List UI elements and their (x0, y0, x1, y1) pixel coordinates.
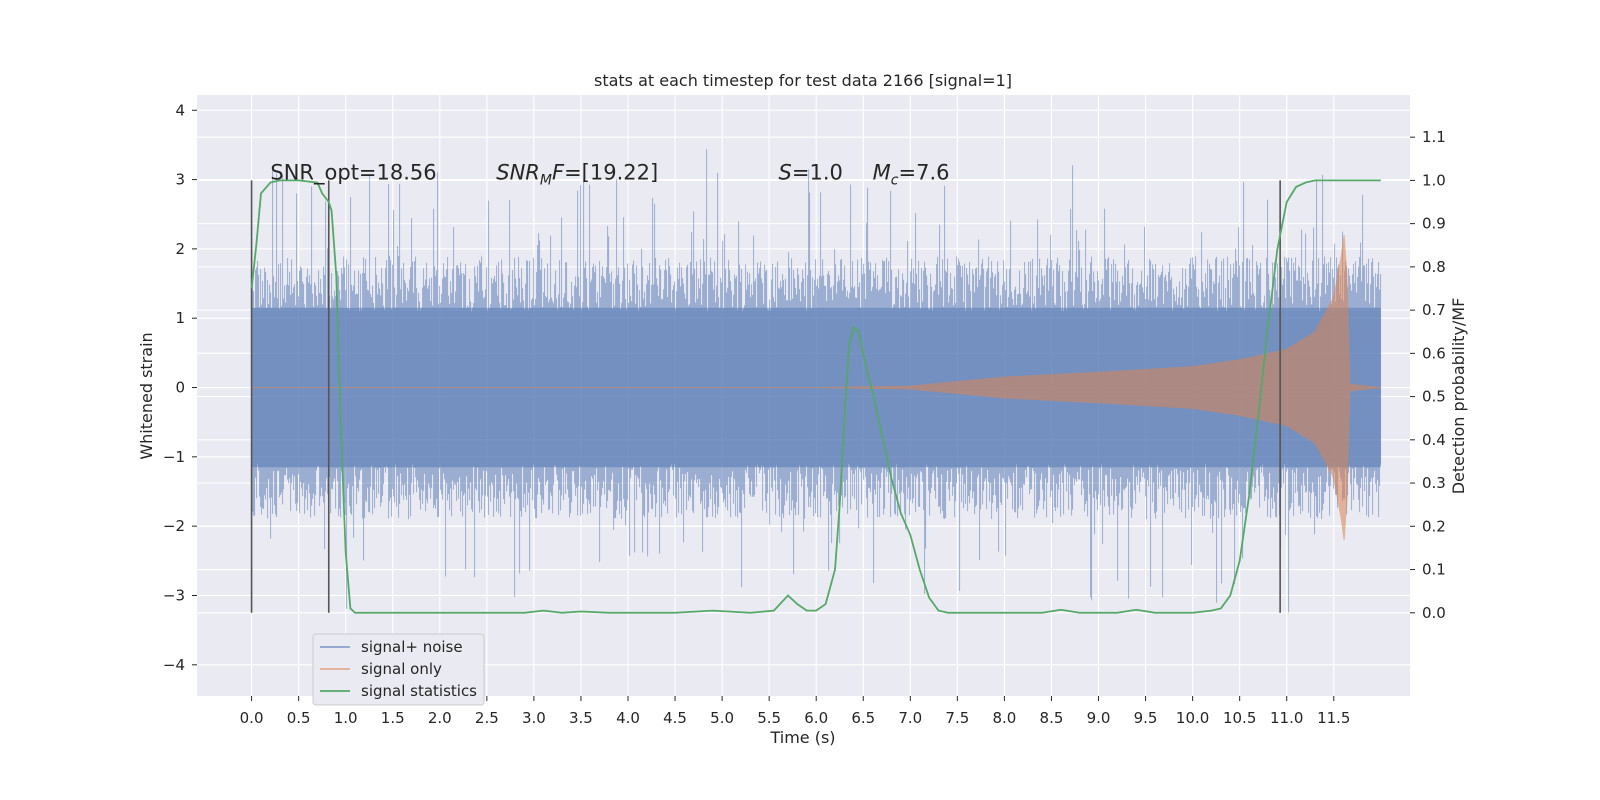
x-tick-label: 5.5 (757, 709, 781, 727)
signal-statistics-series (250, 179, 1381, 614)
y-tick-label: 0 (175, 379, 185, 397)
y2-tick-label: 0.6 (1422, 344, 1446, 362)
y-axis-label: Whitened strain (137, 332, 156, 459)
x-tick-label: 0.0 (240, 709, 264, 727)
y2-tick-label: 0.8 (1422, 258, 1446, 276)
x-tick-label: 9.5 (1134, 709, 1158, 727)
x-tick-label: 11.0 (1270, 709, 1303, 727)
x-tick-label: 1.0 (334, 709, 358, 727)
annotation-text: S=1.0 (779, 161, 843, 185)
legend-label-signal-only: signal only (361, 660, 442, 678)
x-tick-label: 0.5 (287, 709, 311, 727)
y-tick-label: −1 (163, 448, 185, 466)
annotation-text: SNR_opt=18.56 (270, 161, 436, 186)
y2-axis-ticks: 0.0 0.1 0.2 0.3 0.4 0.5 0.6 0.7 0.8 0.9 1.0 1.1 (1410, 128, 1446, 622)
x-tick-label: 2.5 (475, 709, 499, 727)
x-tick-label: 4.0 (616, 709, 640, 727)
y2-tick-label: 1.1 (1422, 128, 1446, 146)
y-tick-label: −3 (163, 586, 185, 604)
annotation-text: SNRMF=[19.22] (496, 161, 658, 189)
legend-label-signal-noise: signal+ noise (361, 638, 463, 656)
x-axis-ticks: 0.0 0.5 1.0 1.5 2.0 2.5 3.0 3.5 4.0 4.5 5.0 5.5 6.0 6… (240, 696, 1350, 727)
x-tick-label: 3.0 (522, 709, 546, 727)
legend-box (312, 633, 485, 706)
legend-label-signal-statistics: signal statistics (361, 682, 477, 700)
x-tick-label: 6.5 (851, 709, 875, 727)
x-tick-label: 7.0 (898, 709, 922, 727)
y-tick-label: −4 (163, 656, 185, 674)
y-tick-label: 3 (175, 171, 185, 189)
signal-statistics-line (250, 179, 1381, 614)
y2-tick-label: 0.7 (1422, 301, 1446, 319)
signal-only-series (251, 234, 1381, 541)
x-axis-label: Time (s) (769, 728, 835, 747)
x-tick-label: 9.0 (1087, 709, 1111, 727)
annotations: SNR_opt=18.56 SNRMF=[19.22] S=1.0 Mc=7.6 (270, 161, 949, 189)
x-tick-label: 4.5 (663, 709, 687, 727)
y2-tick-label: 1.0 (1422, 171, 1446, 189)
x-tick-label: 8.5 (1040, 709, 1064, 727)
y-axis-ticks: −4 −3 −2 −1 0 1 2 3 4 (163, 101, 197, 674)
y2-tick-label: 0.4 (1422, 431, 1446, 449)
chart-title: stats at each timestep for test data 216… (594, 71, 1012, 90)
y2-tick-label: 0.2 (1422, 517, 1446, 535)
y-tick-label: 2 (175, 240, 185, 258)
x-tick-label: 7.5 (945, 709, 969, 727)
x-tick-label: 3.5 (569, 709, 593, 727)
chirp-envelope (251, 234, 1381, 541)
y2-tick-label: 0.5 (1422, 388, 1446, 406)
x-tick-label: 11.5 (1317, 709, 1350, 727)
x-tick-label: 2.0 (428, 709, 452, 727)
window-markers (250, 180, 1281, 613)
y-tick-label: 4 (175, 101, 185, 119)
x-tick-label: 6.0 (804, 709, 828, 727)
y2-tick-label: 0.9 (1422, 215, 1446, 233)
x-tick-label: 5.0 (710, 709, 734, 727)
y2-tick-label: 0.3 (1422, 474, 1446, 492)
annotation-text: Mc=7.6 (873, 161, 950, 189)
y-tick-label: −2 (163, 517, 185, 535)
y2-tick-label: 0.1 (1422, 561, 1446, 579)
x-tick-label: 10.0 (1176, 709, 1209, 727)
x-tick-label: 1.5 (381, 709, 405, 727)
x-tick-label: 8.0 (992, 709, 1016, 727)
x-tick-label: 10.5 (1223, 709, 1256, 727)
y2-axis-label: Detection probability/MF (1449, 298, 1468, 495)
legend: signal+ noise signal only signal statist… (312, 633, 485, 706)
y2-tick-label: 0.0 (1422, 604, 1446, 622)
y-tick-label: 1 (175, 309, 185, 327)
